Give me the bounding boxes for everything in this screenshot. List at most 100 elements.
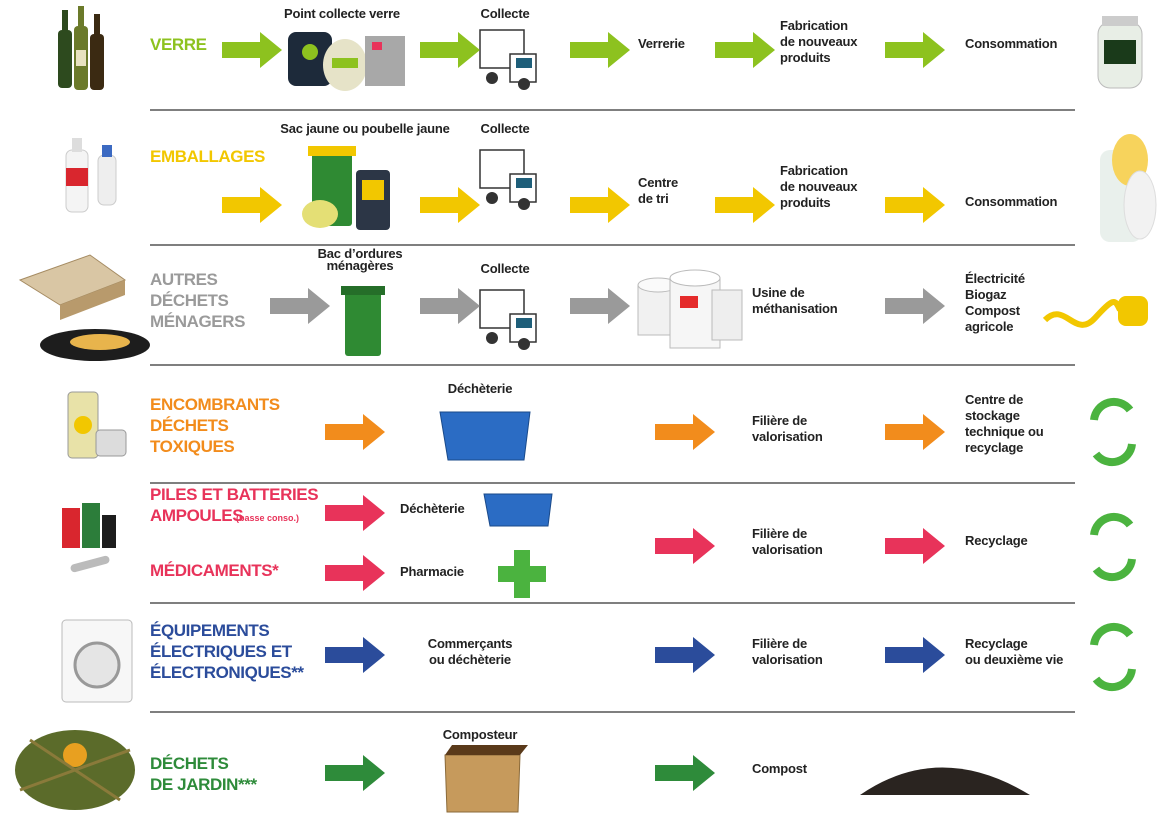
label-line: valorisation: [752, 429, 823, 444]
arrow: [885, 528, 945, 564]
batteries-icon: [62, 503, 116, 573]
household-bin-icon: [341, 286, 385, 356]
label-line: Collecte: [481, 121, 530, 136]
arrow: [570, 288, 630, 324]
label-line: PILES ET BATTERIES: [150, 485, 318, 504]
step-label: Recyclage: [965, 533, 1028, 548]
truck-icon: [480, 30, 536, 350]
pharmacy-icon: [498, 550, 546, 598]
step-label: Compost: [752, 761, 808, 776]
step-label: Déchèterie: [400, 501, 464, 516]
arrow: [885, 637, 945, 673]
step-label: Fabricationde nouveauxproduits: [780, 163, 858, 210]
label-line: MÉDICAMENTS*: [150, 561, 279, 580]
label-line: Filière de: [752, 636, 807, 651]
arrow: [655, 755, 715, 791]
label-line: agricole: [965, 319, 1013, 334]
label-line: AMPOULES: [150, 506, 243, 525]
label-line: Compost: [965, 303, 1021, 318]
arrows: [222, 32, 945, 791]
packaging-icon: [1100, 134, 1156, 242]
step-label: Pharmacie: [400, 564, 464, 579]
label-line: DÉCHETS: [150, 754, 228, 773]
step-label: Recyclageou deuxième vie: [965, 636, 1063, 667]
arrow: [715, 187, 775, 223]
arrow: [655, 414, 715, 450]
label-line: Filière de: [752, 413, 807, 428]
label-line: stockage: [965, 408, 1020, 423]
yellow-bins-icon: [302, 146, 390, 230]
washing-machine-icon: [62, 620, 132, 702]
label-line: Recyclage: [965, 636, 1028, 651]
arrow: [325, 755, 385, 791]
label-line: méthanisation: [752, 301, 838, 316]
arrow: [222, 32, 282, 68]
label-line: ou deuxième vie: [965, 652, 1063, 667]
arrow: [325, 495, 385, 531]
label-line: de nouveaux: [780, 179, 858, 194]
arrow: [222, 187, 282, 223]
label-line: Consommation: [965, 194, 1057, 209]
label-line: ou déchèterie: [429, 652, 511, 667]
label-line: DÉCHETS: [150, 291, 228, 310]
step-label: Fabricationde nouveauxproduits: [780, 18, 858, 65]
label-line: DÉCHETS: [150, 416, 228, 435]
arrow: [885, 414, 945, 450]
label-line: recyclage: [965, 440, 1023, 455]
label-line: de nouveaux: [780, 34, 858, 49]
step-label: Point collecte verre: [284, 6, 400, 21]
label-line: Déchèterie: [448, 381, 512, 396]
category-label: AUTRES DÉCHETS MÉNAGERS: [150, 270, 245, 331]
page: {"rows": [ {"color": "#8dc21f", "categor…: [0, 0, 1164, 826]
label-line: Consommation: [965, 36, 1057, 51]
category-label: VERRE: [150, 35, 207, 54]
toxic-waste-icon: [68, 392, 126, 458]
label-line: Commerçants: [428, 636, 513, 651]
label-line: Électricité: [965, 271, 1025, 286]
label-line: Centre de: [965, 392, 1023, 407]
arrow: [325, 414, 385, 450]
plug-icon: [1045, 296, 1148, 326]
label-line: DE JARDIN***: [150, 775, 257, 794]
label-line: TOXIQUES: [150, 437, 234, 456]
label-line: Compost: [752, 761, 808, 776]
glass-bins-icon: [288, 32, 405, 91]
label-line: AUTRES: [150, 270, 218, 289]
compost-pile-icon: [860, 768, 1030, 796]
step-label: Déchèterie: [448, 381, 512, 396]
label-line: Filière de: [752, 526, 807, 541]
arrow: [885, 288, 945, 324]
step-label: Collecte: [481, 121, 530, 136]
labels: VERRE Point collecte verre Collecte Verreri…: [150, 6, 1063, 794]
label-line: Centre: [638, 175, 678, 190]
label-line: Usine de: [752, 285, 805, 300]
plastic-bottles-icon: [66, 138, 116, 212]
arrow: [885, 187, 945, 223]
compost-bin-icon: [445, 745, 528, 812]
step-label: Verrerie: [638, 36, 685, 51]
category-label: DÉCHETS DE JARDIN***: [150, 754, 257, 794]
category-note: (basse conso.): [236, 513, 299, 523]
label-line: Biogaz: [965, 287, 1007, 302]
label-line: ÉLECTRONIQUES**: [150, 663, 304, 682]
arrow: [655, 637, 715, 673]
label-line: ÉQUIPEMENTS: [150, 621, 269, 640]
label-line: MÉNAGERS: [150, 312, 245, 331]
arrow: [570, 187, 630, 223]
step-label: Sac jaune ou poubelle jaune: [280, 121, 449, 136]
label-line: Collecte: [481, 261, 530, 276]
methanisation-icon: [638, 270, 742, 348]
step-label: Consommation: [965, 36, 1057, 51]
arrow: [885, 32, 945, 68]
label-line: Pharmacie: [400, 564, 464, 579]
jar-icon: [1098, 16, 1142, 88]
label-line: Composteur: [443, 727, 518, 742]
step-label: Collecte: [481, 261, 530, 276]
garden-waste-icon: [15, 730, 135, 810]
label-line: Sac jaune ou poubelle jaune: [280, 121, 449, 136]
label-line: VERRE: [150, 35, 207, 54]
